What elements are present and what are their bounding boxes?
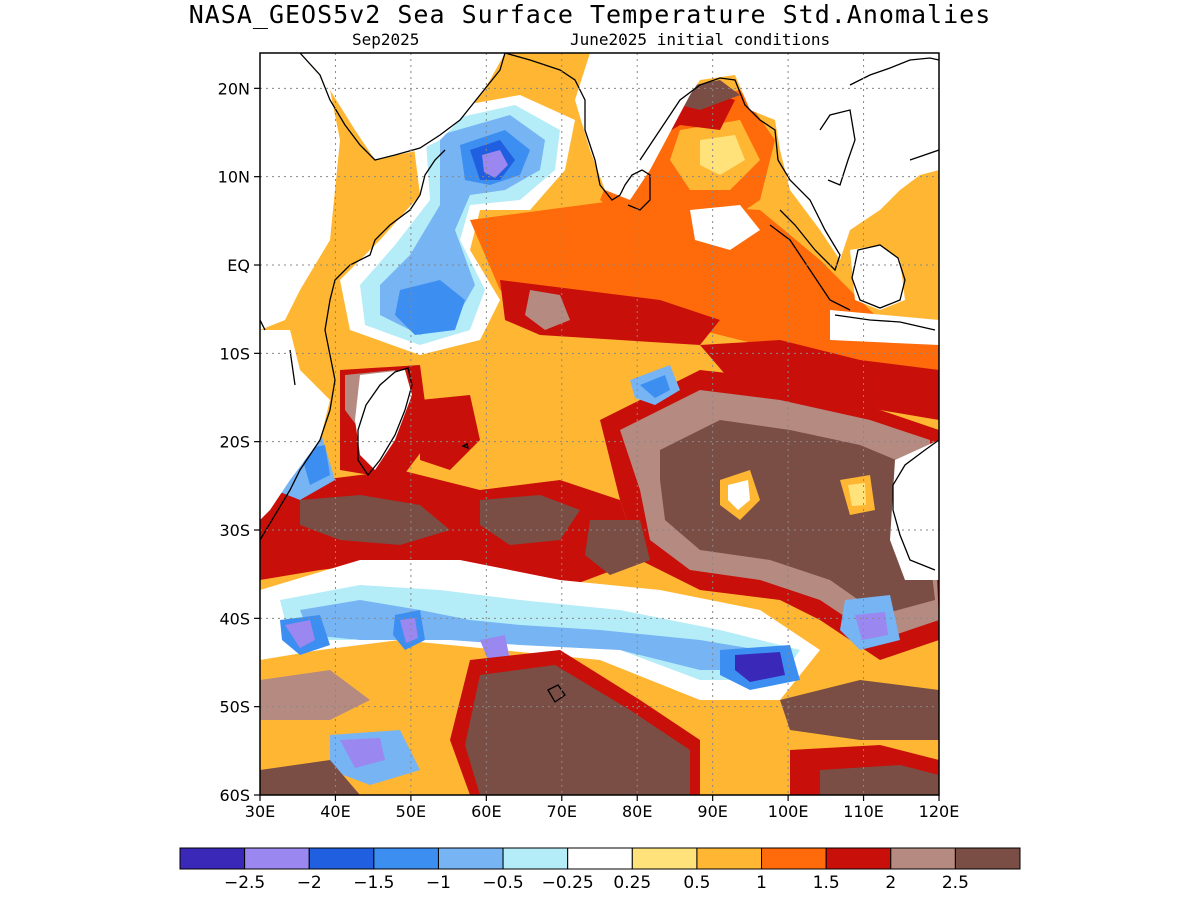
colorbar-swatch [437,847,504,870]
colorbar-swatch [890,847,956,870]
lat-tick-label: 10S [219,344,250,363]
colorbar-swatch [373,847,439,870]
colorbar-swatch [244,847,310,870]
lon-tick-label: 80E [622,802,652,821]
lon-tick-label: 120E [919,802,960,821]
lat-tick-label: 50S [219,698,250,717]
anomaly-field [260,53,939,795]
colorbar: −2.5 −2 −1.5 −1 −0.5 −0.25 0.25 0.5 1 1.5 2 2.5 [179,847,1021,893]
colorbar-swatch [308,847,375,870]
colorbar-swatch [825,847,892,870]
colorbar-label: −2 [297,873,322,893]
colorbar-swatch [502,847,569,870]
lon-tick-label: 100E [768,802,809,821]
lon-tick-label: 50E [396,802,426,821]
lat-tick-label: 10N [218,168,250,187]
colorbar-swatch [631,847,698,870]
colorbar-swatch [567,847,633,870]
colorbar-label: −2.5 [224,873,265,893]
lat-tick-label: 40S [219,609,250,628]
colorbar-label: 1.5 [813,873,840,893]
colorbar-label: 2 [885,873,896,893]
colorbar-swatch [696,847,763,870]
colorbar-label: 0.25 [613,873,651,893]
colorbar-label: 1 [756,873,767,893]
colorbar-label: −1 [426,873,451,893]
forecast-month: Sep2025 [352,30,420,49]
map-frame [259,52,940,796]
colorbar-label: 0.5 [683,873,710,893]
lon-tick-label: 60E [471,802,501,821]
coastlines [260,53,939,703]
lat-tick-label: 20N [218,79,250,98]
lat-tick-label: 60S [219,786,250,805]
lon-tick-label: 110E [843,802,884,821]
colorbar-swatch [954,847,1021,870]
initial-conditions: June2025 initial conditions [570,30,831,49]
map-title: NASA_GEOS5v2 Sea Surface Temperature Std… [188,0,992,29]
colorbar-label: −0.25 [542,873,594,893]
longitude-axis: 30E 40E 50E 60E 70E 80E 90E 100E 110E 120E [245,795,960,821]
colorbar-label: −1.5 [353,873,394,893]
lon-tick-label: 70E [547,802,577,821]
colorbar-swatch [179,847,246,870]
lat-tick-label: 30S [219,521,250,540]
map-grid [260,53,939,795]
colorbar-label: −0.5 [482,873,523,893]
lon-tick-label: 40E [320,802,350,821]
lon-tick-label: 30E [245,802,275,821]
lat-tick-label: 20S [219,433,250,452]
latitude-axis: 20N 10N EQ 10S 20S 30S 40S 50S 60S [218,79,260,805]
lat-tick-label: EQ [227,256,250,275]
colorbar-swatch [761,847,827,870]
colorbar-label: 2.5 [942,873,969,893]
lon-tick-label: 90E [697,802,727,821]
